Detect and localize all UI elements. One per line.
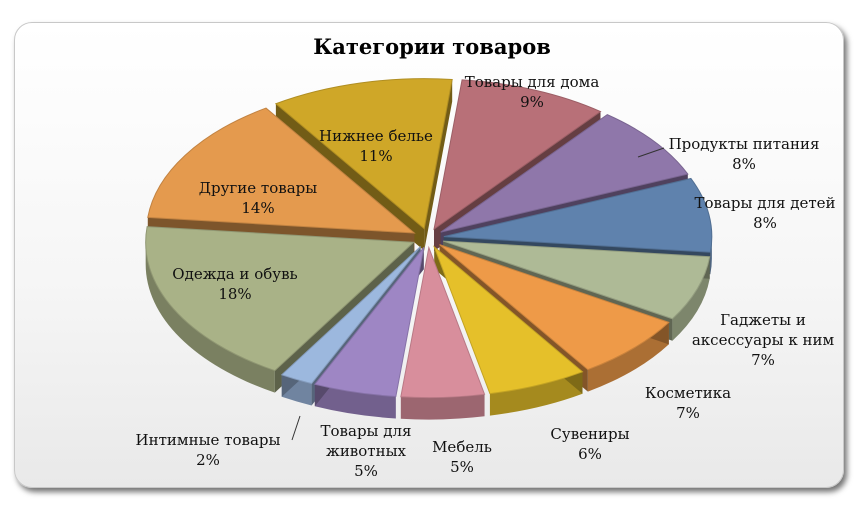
label-text: Товары для дома [464, 73, 600, 91]
label-value: 5% [450, 458, 474, 476]
label-home-goods: Товары для дома 9% [452, 72, 612, 112]
label-intimate-goods: Интимные товары 2% [128, 430, 288, 470]
leader-line [291, 415, 301, 441]
label-text: Нижнее белье [319, 127, 433, 145]
pie-slice [439, 244, 670, 371]
label-value: 18% [218, 285, 252, 303]
label-text: Продукты питания [668, 135, 820, 153]
pie-tops [145, 78, 713, 399]
pie-slice [443, 240, 711, 320]
pie-slice [400, 245, 486, 399]
pie-slice [145, 226, 415, 372]
label-text: Одежда и обувь [172, 265, 298, 283]
label-text: Интимные товары [135, 431, 281, 449]
label-value: 11% [359, 147, 393, 165]
chart-title: Категории товаров [313, 34, 551, 59]
slice-side [145, 242, 275, 393]
slice-wall [424, 79, 453, 251]
label-text: Товары для животных [320, 422, 412, 460]
leader-line [637, 147, 665, 158]
label-text: Мебель [432, 438, 492, 456]
label-text: Косметика [644, 384, 732, 402]
label-cosmetics: Косметика 7% [628, 383, 748, 423]
pie-slice [433, 79, 602, 231]
slice-side [489, 371, 583, 416]
slice-side [587, 322, 669, 392]
pie-slice [433, 245, 584, 395]
label-furniture: Мебель 5% [422, 437, 502, 477]
label-underwear: Нижнее белье 11% [306, 126, 446, 166]
label-gadgets: Гаджеты и аксессуары к ним 7% [690, 310, 836, 370]
label-value: 9% [520, 93, 544, 111]
label-text: Другие товары [198, 179, 318, 197]
pie-slice [274, 78, 453, 230]
slice-side [314, 384, 396, 419]
label-text: Сувениры [550, 425, 630, 443]
label-value: 14% [241, 199, 275, 217]
label-value: 7% [676, 404, 700, 422]
label-text: Товары для детей [694, 194, 836, 212]
label-value: 6% [578, 445, 602, 463]
label-value: 2% [196, 451, 220, 469]
label-text: Гаджеты и аксессуары к ним [691, 311, 835, 349]
label-souvenirs: Сувениры 6% [540, 424, 640, 464]
label-value: 5% [354, 462, 378, 480]
pie-slice [147, 107, 416, 234]
pie-slice [313, 246, 425, 397]
label-value: 8% [732, 155, 756, 173]
label-value: 8% [753, 214, 777, 232]
slice-side [400, 394, 485, 420]
label-food: Продукты питания 8% [664, 134, 824, 174]
label-pet-goods: Товары для животных 5% [316, 421, 416, 481]
label-clothes-shoes: Одежда и обувь 18% [160, 264, 310, 304]
label-value: 7% [751, 351, 775, 369]
pie-slice [443, 177, 713, 253]
label-other-goods: Другие товары 14% [184, 178, 332, 218]
pie-slice [440, 114, 689, 233]
label-kids-goods: Товары для детей 8% [690, 193, 840, 233]
pie-slice [280, 246, 421, 385]
